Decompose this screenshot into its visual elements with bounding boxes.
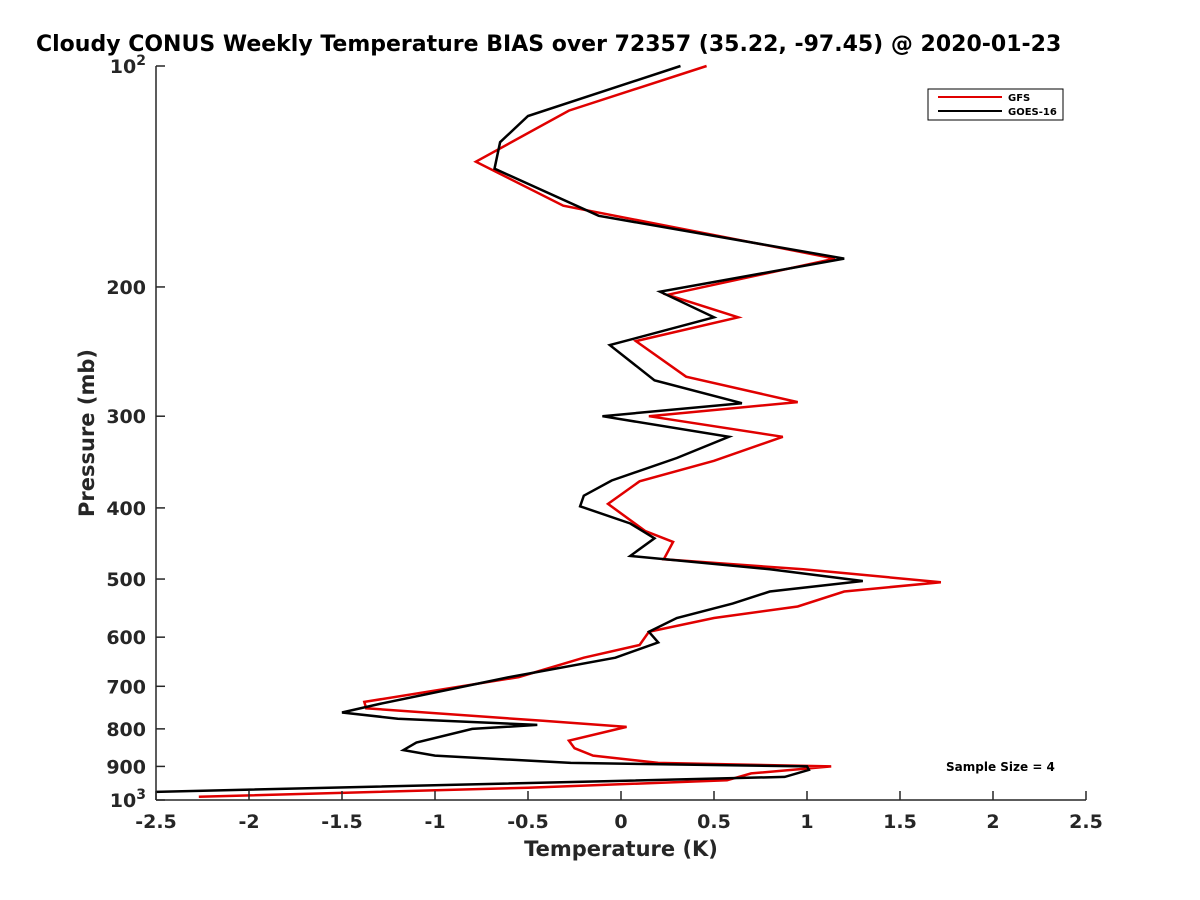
y-tick-label: 900 <box>106 756 146 778</box>
x-axis-label: Temperature (K) <box>524 837 718 861</box>
legend: GFS GOES-16 <box>927 88 1064 121</box>
series-line-gfs <box>198 64 942 799</box>
y-tick-label: 102 <box>110 53 146 78</box>
sample-size-annotation: Sample Size = 4 <box>946 760 1055 774</box>
y-tick-label: 400 <box>106 498 146 520</box>
x-tick-label: -1 <box>424 811 445 833</box>
x-tick-label: 2 <box>986 811 999 833</box>
y-tick-label: 500 <box>106 569 146 591</box>
x-tick-label: 1.5 <box>883 811 917 833</box>
y-tick-label: 103 <box>110 787 146 812</box>
y-tick-label: 800 <box>106 719 146 741</box>
y-axis-ticks: 102 200 300 400 500 600 700 800 900 103 <box>106 53 165 812</box>
legend-label-goes16: GOES-16 <box>1008 107 1057 118</box>
series-line-goes16 <box>155 64 863 794</box>
y-tick-label: 200 <box>106 277 146 299</box>
x-tick-label: -2 <box>238 811 259 833</box>
x-axis-ticks: -2.5 -2 -1.5 -1 -0.5 0 0.5 1 1.5 2 2.5 <box>135 791 1103 833</box>
series-lines <box>155 64 942 799</box>
chart-title: Cloudy CONUS Weekly Temperature BIAS ove… <box>36 32 1062 57</box>
y-tick-label: 300 <box>106 406 146 428</box>
x-tick-label: -0.5 <box>507 811 549 833</box>
y-tick-label: 700 <box>106 676 146 698</box>
x-tick-label: 1 <box>800 811 813 833</box>
x-tick-label: 2.5 <box>1069 811 1103 833</box>
y-axis-label: Pressure (mb) <box>75 349 99 517</box>
legend-label-gfs: GFS <box>1008 93 1030 104</box>
y-tick-label: 600 <box>106 627 146 649</box>
legend-box <box>927 88 1064 121</box>
x-tick-label: -1.5 <box>321 811 363 833</box>
x-tick-label: 0.5 <box>697 811 731 833</box>
x-tick-label: 0 <box>614 811 627 833</box>
x-tick-label: -2.5 <box>135 811 177 833</box>
